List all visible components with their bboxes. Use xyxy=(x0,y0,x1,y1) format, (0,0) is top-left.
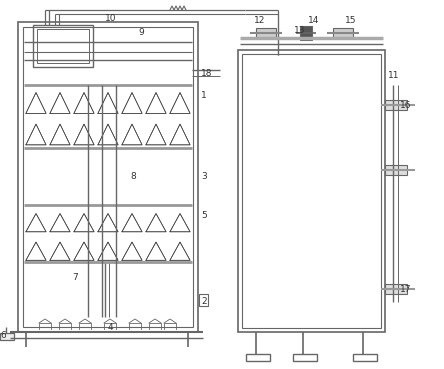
Text: 8: 8 xyxy=(130,172,136,180)
Polygon shape xyxy=(122,214,142,232)
Text: 16: 16 xyxy=(400,100,412,110)
Text: 14: 14 xyxy=(308,15,319,24)
Text: 18: 18 xyxy=(201,69,213,77)
Bar xyxy=(385,284,407,294)
Polygon shape xyxy=(146,242,166,260)
Polygon shape xyxy=(26,124,46,145)
Polygon shape xyxy=(98,242,118,260)
Polygon shape xyxy=(50,242,70,260)
Text: 17: 17 xyxy=(400,284,412,293)
Polygon shape xyxy=(146,93,166,113)
Bar xyxy=(242,54,381,328)
Bar xyxy=(18,22,198,332)
Polygon shape xyxy=(74,93,94,113)
Polygon shape xyxy=(98,93,118,113)
Polygon shape xyxy=(26,214,46,232)
Bar xyxy=(23,27,193,327)
Bar xyxy=(246,354,270,361)
Polygon shape xyxy=(146,214,166,232)
Polygon shape xyxy=(50,124,70,145)
Bar xyxy=(293,354,317,361)
Polygon shape xyxy=(74,124,94,145)
Text: 7: 7 xyxy=(72,272,78,282)
Bar xyxy=(199,294,208,306)
Text: 6: 6 xyxy=(0,331,6,339)
Polygon shape xyxy=(74,214,94,232)
Text: 2: 2 xyxy=(201,297,206,307)
Polygon shape xyxy=(122,242,142,260)
Text: 10: 10 xyxy=(105,14,116,23)
Polygon shape xyxy=(74,242,94,260)
Polygon shape xyxy=(170,93,190,113)
Text: 13: 13 xyxy=(294,25,305,34)
Polygon shape xyxy=(170,242,190,260)
Bar xyxy=(353,354,377,361)
Bar xyxy=(333,28,353,38)
Polygon shape xyxy=(50,214,70,232)
Bar xyxy=(385,165,407,175)
Polygon shape xyxy=(146,124,166,145)
Polygon shape xyxy=(122,124,142,145)
Text: 11: 11 xyxy=(388,70,400,79)
Polygon shape xyxy=(170,124,190,145)
Polygon shape xyxy=(26,93,46,113)
Bar xyxy=(33,25,93,67)
Text: 15: 15 xyxy=(345,15,357,24)
Text: 9: 9 xyxy=(138,28,144,37)
Bar xyxy=(256,28,276,38)
Text: 1: 1 xyxy=(201,90,207,100)
Polygon shape xyxy=(50,93,70,113)
Bar xyxy=(385,100,407,110)
Text: 3: 3 xyxy=(201,172,207,180)
Bar xyxy=(0,333,14,340)
Text: 4: 4 xyxy=(108,323,114,331)
Bar xyxy=(238,50,385,332)
Bar xyxy=(37,29,89,63)
Polygon shape xyxy=(98,124,118,145)
Text: 12: 12 xyxy=(254,15,266,24)
Polygon shape xyxy=(26,242,46,260)
Text: 5: 5 xyxy=(201,210,207,220)
Polygon shape xyxy=(98,214,118,232)
Polygon shape xyxy=(170,214,190,232)
Polygon shape xyxy=(122,93,142,113)
Bar xyxy=(300,26,312,40)
